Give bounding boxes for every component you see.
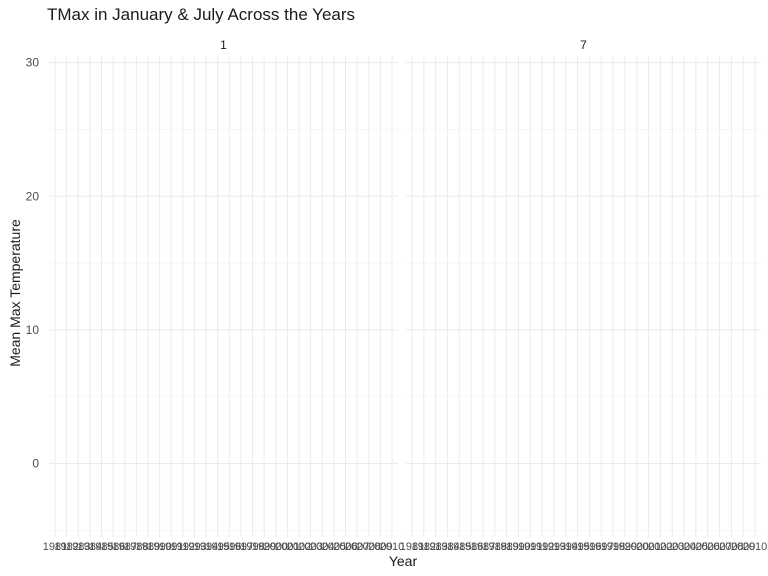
y-tick-label: 20 <box>26 189 40 203</box>
y-tick-label: 0 <box>32 457 39 471</box>
x-tick-label: 1985 <box>447 541 471 553</box>
x-tick-label: 1988 <box>483 541 507 553</box>
x-tick-label: 2010 <box>743 541 767 553</box>
x-tick-label: 2000 <box>624 541 648 553</box>
x-tick-label: 1984 <box>435 541 459 553</box>
x-tick-label: 2009 <box>731 541 755 553</box>
x-tick-label: 1991 <box>518 541 542 553</box>
x-tick-label: 1993 <box>542 541 566 553</box>
x-tick-label: 1998 <box>601 541 625 553</box>
x-tick-label: 1993 <box>182 541 206 553</box>
y-axis-title: Mean Max Temperature <box>7 219 23 367</box>
x-tick-label: 1994 <box>194 541 218 553</box>
x-tick-label: 2000 <box>264 541 288 553</box>
x-tick-label: 1999 <box>613 541 637 553</box>
x-tick-label: 1981 <box>400 541 424 553</box>
x-tick-label: 1981 <box>43 541 67 553</box>
chart-title: TMax in January & July Across the Years <box>47 5 356 24</box>
x-tick-label: 1997 <box>589 541 613 553</box>
x-tick-label: 2007 <box>345 541 369 553</box>
x-tick-label: 2002 <box>287 541 311 553</box>
x-tick-label: 2003 <box>660 541 684 553</box>
facet-strip-label: 1 <box>220 38 227 52</box>
x-tick-label: 1995 <box>205 541 229 553</box>
x-tick-label: 1989 <box>494 541 518 553</box>
x-tick-label: 2008 <box>357 541 381 553</box>
x-tick-label: 2001 <box>636 541 660 553</box>
y-tick-label: 10 <box>26 323 40 337</box>
x-tick-label: 1982 <box>412 541 436 553</box>
x-tick-label: 1994 <box>554 541 578 553</box>
x-tick-label: 1988 <box>124 541 148 553</box>
x-tick-label: 1998 <box>240 541 264 553</box>
x-tick-label: 1984 <box>78 541 102 553</box>
x-tick-label: 1996 <box>577 541 601 553</box>
x-tick-label: 2009 <box>368 541 392 553</box>
x-tick-label: 2008 <box>719 541 743 553</box>
x-tick-label: 1987 <box>112 541 136 553</box>
x-tick-label: 1983 <box>66 541 90 553</box>
x-tick-label: 1990 <box>147 541 171 553</box>
x-tick-label: 2003 <box>298 541 322 553</box>
x-tick-label: 1989 <box>136 541 160 553</box>
x-tick-label: 2007 <box>707 541 731 553</box>
x-tick-label: 2001 <box>275 541 299 553</box>
facet-panels: 1981198219831984198519861987198819891990… <box>26 38 768 553</box>
y-tick-label: 30 <box>26 56 40 70</box>
x-tick-label: 1987 <box>471 541 495 553</box>
x-tick-label: 1997 <box>229 541 253 553</box>
x-tick-label: 2002 <box>648 541 672 553</box>
x-tick-label: 2004 <box>672 541 696 553</box>
x-tick-label: 1992 <box>171 541 195 553</box>
facet-strip-label: 7 <box>580 38 587 52</box>
x-tick-label: 1991 <box>159 541 183 553</box>
x-axis-title: Year <box>389 553 418 569</box>
x-tick-label: 1985 <box>89 541 113 553</box>
x-tick-label: 1995 <box>565 541 589 553</box>
x-tick-label: 2006 <box>695 541 719 553</box>
x-tick-label: 1990 <box>506 541 530 553</box>
x-tick-label: 2010 <box>380 541 404 553</box>
x-tick-label: 2005 <box>322 541 346 553</box>
x-tick-label: 1986 <box>459 541 483 553</box>
x-tick-label: 1986 <box>101 541 125 553</box>
x-tick-label: 2006 <box>333 541 357 553</box>
x-tick-label: 1992 <box>530 541 554 553</box>
x-tick-label: 2004 <box>310 541 334 553</box>
x-tick-label: 2005 <box>684 541 708 553</box>
x-tick-label: 1982 <box>54 541 78 553</box>
x-tick-label: 1999 <box>252 541 276 553</box>
x-tick-label: 1996 <box>217 541 241 553</box>
x-tick-label: 1983 <box>423 541 447 553</box>
